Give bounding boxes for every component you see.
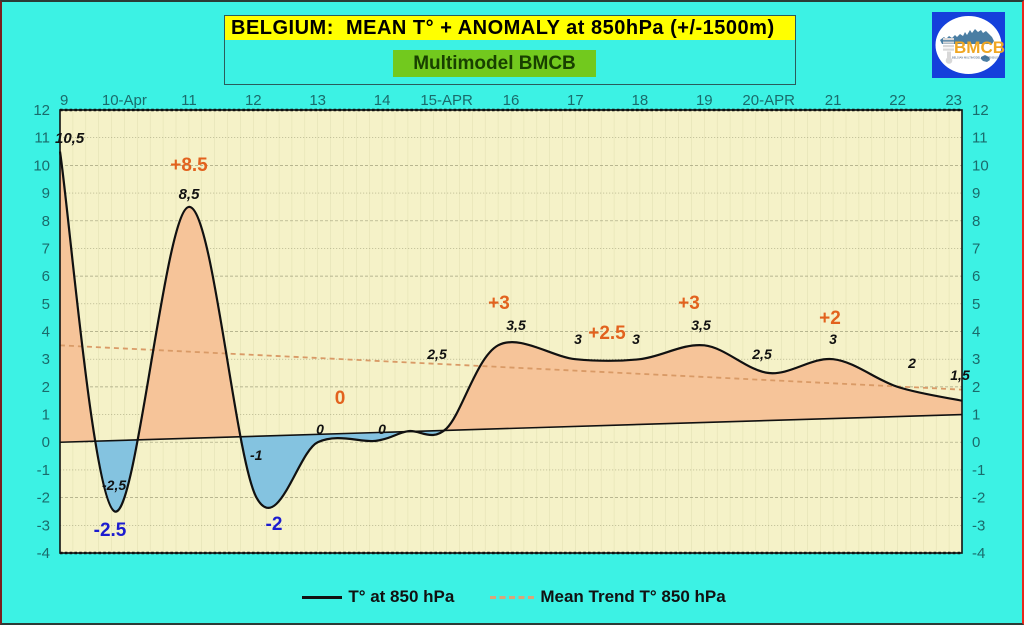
svg-text:BELGIAN MULTIMODEL CONSENSUS B: BELGIAN MULTIMODEL CONSENSUS BULLETIN: [952, 55, 1005, 59]
svg-text:12: 12: [33, 102, 50, 119]
svg-text:-4: -4: [972, 545, 985, 562]
svg-text:-2.5: -2.5: [94, 520, 127, 541]
svg-text:20-APR: 20-APR: [742, 92, 795, 109]
svg-text:+3: +3: [678, 293, 700, 314]
svg-text:22: 22: [889, 92, 906, 109]
svg-text:1: 1: [972, 407, 980, 424]
svg-text:14: 14: [374, 92, 391, 109]
svg-text:-1: -1: [972, 462, 985, 479]
svg-text:3: 3: [632, 331, 640, 347]
svg-text:2: 2: [907, 355, 916, 371]
svg-text:+8.5: +8.5: [170, 155, 208, 176]
svg-text:0: 0: [316, 421, 324, 437]
svg-text:-2,5: -2,5: [102, 477, 126, 493]
svg-text:21: 21: [825, 92, 842, 109]
svg-text:1: 1: [42, 407, 50, 424]
svg-text:7: 7: [42, 240, 50, 257]
svg-text:8: 8: [42, 213, 50, 230]
svg-text:13: 13: [309, 92, 326, 109]
svg-text:BMCB: BMCB: [954, 38, 1005, 57]
svg-text:0: 0: [335, 388, 346, 409]
svg-text:9: 9: [42, 185, 50, 202]
svg-text:+2.5: +2.5: [588, 323, 626, 344]
svg-text:+3: +3: [488, 293, 510, 314]
svg-text:-3: -3: [37, 517, 50, 534]
svg-text:6: 6: [972, 268, 980, 285]
svg-text:-1: -1: [250, 447, 263, 463]
svg-text:-2: -2: [972, 490, 985, 507]
svg-text:+2: +2: [819, 308, 841, 329]
svg-text:-2: -2: [37, 490, 50, 507]
svg-text:16: 16: [503, 92, 520, 109]
svg-text:1,5: 1,5: [950, 367, 970, 383]
svg-text:23: 23: [945, 92, 962, 109]
svg-text:15-APR: 15-APR: [420, 92, 473, 109]
svg-text:0: 0: [42, 434, 50, 451]
svg-text:12: 12: [245, 92, 262, 109]
svg-text:11: 11: [972, 130, 988, 147]
svg-text:4: 4: [42, 324, 50, 341]
svg-text:2,5: 2,5: [426, 346, 447, 362]
svg-text:2,5: 2,5: [751, 346, 772, 362]
svg-text:5: 5: [42, 296, 50, 313]
svg-text:-2: -2: [266, 514, 283, 535]
svg-text:12: 12: [972, 102, 989, 119]
svg-text:9: 9: [60, 92, 68, 109]
svg-text:-4: -4: [37, 545, 50, 562]
svg-text:2: 2: [972, 379, 980, 396]
svg-text:3: 3: [42, 351, 50, 368]
svg-text:18: 18: [632, 92, 649, 109]
svg-text:8: 8: [972, 213, 980, 230]
svg-text:10: 10: [33, 157, 50, 174]
svg-text:3,5: 3,5: [506, 317, 526, 333]
svg-text:17: 17: [567, 92, 584, 109]
svg-text:0: 0: [972, 434, 980, 451]
svg-text:11: 11: [181, 92, 197, 109]
svg-text:4: 4: [972, 324, 980, 341]
svg-text:8,5: 8,5: [179, 186, 201, 203]
svg-text:2: 2: [42, 379, 50, 396]
svg-text:3,5: 3,5: [691, 317, 711, 333]
svg-text:19: 19: [696, 92, 713, 109]
svg-text:9: 9: [972, 185, 980, 202]
svg-text:10,5: 10,5: [55, 130, 85, 147]
svg-text:0: 0: [378, 421, 386, 437]
svg-text:-3: -3: [972, 517, 985, 534]
svg-text:3: 3: [972, 351, 980, 368]
svg-text:-1: -1: [37, 462, 50, 479]
svg-text:7: 7: [972, 240, 980, 257]
svg-text:3: 3: [829, 331, 837, 347]
svg-text:10: 10: [972, 157, 989, 174]
svg-text:10-Apr: 10-Apr: [102, 92, 147, 109]
svg-text:5: 5: [972, 296, 980, 313]
svg-text:6: 6: [42, 268, 50, 285]
svg-text:11: 11: [34, 130, 50, 147]
svg-text:3: 3: [574, 331, 582, 347]
